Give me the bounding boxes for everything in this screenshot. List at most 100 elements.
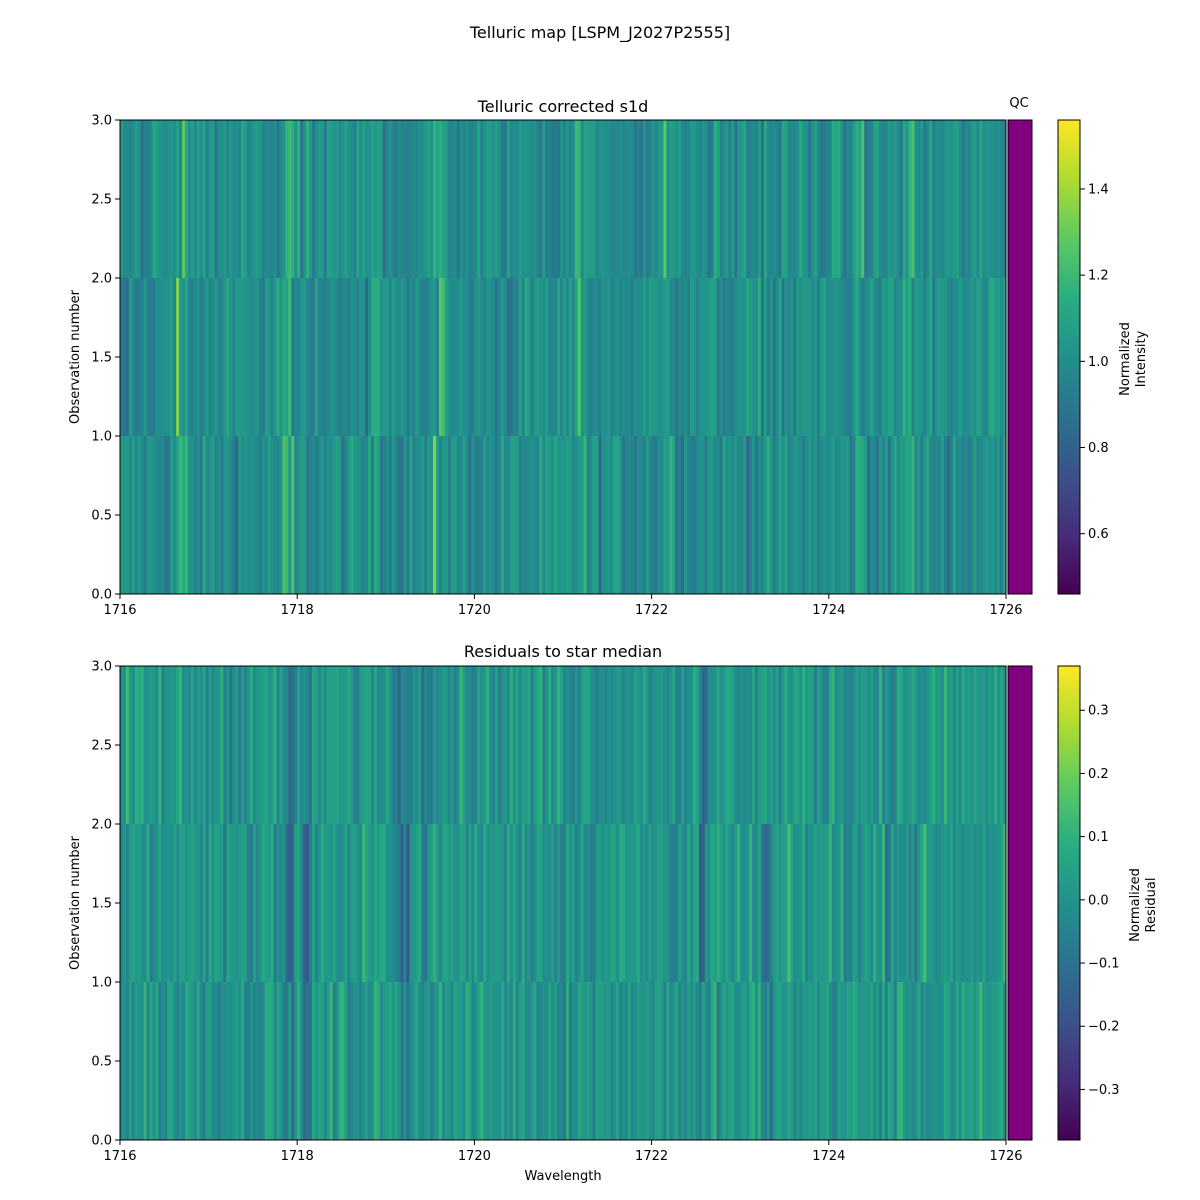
- heatmap-cell: [492, 120, 496, 278]
- heatmap-cell: [220, 824, 224, 982]
- heatmap-cell: [202, 436, 207, 594]
- heatmap-cell: [235, 824, 239, 982]
- heatmap-cell: [152, 120, 156, 278]
- heatmap-cell: [512, 278, 517, 436]
- heatmap-cell: [678, 120, 682, 278]
- heatmap-cell: [303, 278, 307, 436]
- heatmap-cell: [568, 666, 573, 824]
- heatmap-cell: [625, 436, 629, 594]
- heatmap-cell: [223, 666, 227, 824]
- heatmap-cell: [329, 982, 334, 1140]
- heatmap-cell: [911, 982, 915, 1140]
- heatmap-cell: [633, 982, 638, 1140]
- heatmap-cell: [418, 982, 422, 1140]
- heatmap-cell: [258, 824, 263, 982]
- heatmap-cell: [734, 824, 738, 982]
- heatmap-cell: [238, 278, 242, 436]
- heatmap-cell: [527, 278, 531, 436]
- heatmap-cell: [193, 982, 198, 1140]
- intensity-colorbar-label-line1: Normalized: [1118, 322, 1133, 396]
- heatmap-cell: [988, 436, 992, 594]
- heatmap-cell: [766, 436, 771, 594]
- heatmap-cell: [704, 824, 709, 982]
- heatmap-cell: [444, 278, 449, 436]
- heatmap-cell: [285, 278, 289, 436]
- heatmap-cell: [179, 666, 183, 824]
- heatmap-cell: [436, 666, 440, 824]
- heatmap-cell: [819, 278, 824, 436]
- heatmap-cell: [887, 982, 892, 1140]
- heatmap-cell: [666, 824, 670, 982]
- heatmap-cell: [211, 120, 215, 278]
- heatmap-cell: [450, 982, 455, 1140]
- heatmap-cell: [164, 120, 168, 278]
- residual-axes: 1716 1718 1720 1722 1724 17260.00.51.01.52.02…: [91, 660, 1022, 1165]
- heatmap-cell: [642, 982, 647, 1140]
- heatmap-cell: [769, 120, 774, 278]
- heatmap-cell: [613, 982, 617, 1140]
- heatmap-cell: [630, 982, 635, 1140]
- heatmap-cell: [255, 278, 260, 436]
- heatmap-cell: [306, 436, 310, 594]
- heatmap-cell: [905, 982, 909, 1140]
- heatmap-cell: [365, 666, 369, 824]
- heatmap-cell: [805, 278, 809, 436]
- heatmap-cell: [943, 666, 948, 824]
- heatmap-cell: [802, 824, 806, 982]
- heatmap-cell: [828, 824, 833, 982]
- heatmap-cell: [973, 982, 977, 1140]
- heatmap-cell: [131, 982, 136, 1140]
- heatmap-cell: [577, 120, 582, 278]
- heatmap-cell: [297, 436, 301, 594]
- heatmap-cell: [146, 666, 150, 824]
- heatmap-cell: [698, 982, 703, 1140]
- heatmap-cell: [223, 120, 227, 278]
- x-tick-label: 1726: [989, 603, 1022, 618]
- heatmap-cell: [828, 120, 833, 278]
- heatmap-cell: [486, 824, 490, 982]
- heatmap-cell: [471, 278, 475, 436]
- heatmap-cell: [122, 278, 127, 436]
- heatmap-cell: [350, 436, 354, 594]
- heatmap-cell: [728, 982, 732, 1140]
- heatmap-cell: [946, 436, 951, 594]
- heatmap-cell: [223, 824, 227, 982]
- heatmap-cell: [1000, 278, 1004, 436]
- heatmap-cell: [749, 824, 753, 982]
- heatmap-cell: [167, 120, 171, 278]
- heatmap-cell: [217, 666, 221, 824]
- heatmap-cell: [527, 666, 531, 824]
- heatmap-cell: [311, 120, 316, 278]
- heatmap-cell: [636, 120, 641, 278]
- heatmap-cell: [500, 666, 505, 824]
- heatmap-cell: [604, 666, 608, 824]
- heatmap-cell: [430, 120, 434, 278]
- heatmap-cell: [881, 824, 886, 982]
- heatmap-cell: [941, 824, 945, 982]
- heatmap-cell: [258, 278, 263, 436]
- heatmap-cell: [241, 278, 245, 436]
- heatmap-cell: [332, 982, 336, 1140]
- heatmap-cell: [190, 824, 195, 982]
- heatmap-cell: [551, 666, 555, 824]
- heatmap-cell: [229, 824, 233, 982]
- heatmap-cell: [604, 982, 608, 1140]
- heatmap-cell: [176, 120, 180, 278]
- heatmap-cell: [167, 666, 171, 824]
- heatmap-cell: [601, 666, 605, 824]
- heatmap-cell: [359, 824, 363, 982]
- heatmap-cell: [311, 666, 316, 824]
- heatmap-cell: [586, 278, 590, 436]
- heatmap-cell: [382, 982, 387, 1140]
- heatmap-cell: [492, 436, 496, 594]
- heatmap-cell: [338, 120, 342, 278]
- heatmap-cell: [184, 278, 189, 436]
- heatmap-cell: [914, 982, 918, 1140]
- heatmap-cell: [424, 666, 428, 824]
- heatmap-cell: [991, 666, 995, 824]
- heatmap-cell: [320, 436, 325, 594]
- heatmap-cell: [725, 436, 729, 594]
- heatmap-cell: [125, 120, 130, 278]
- heatmap-cell: [923, 982, 927, 1140]
- heatmap-cell: [309, 666, 313, 824]
